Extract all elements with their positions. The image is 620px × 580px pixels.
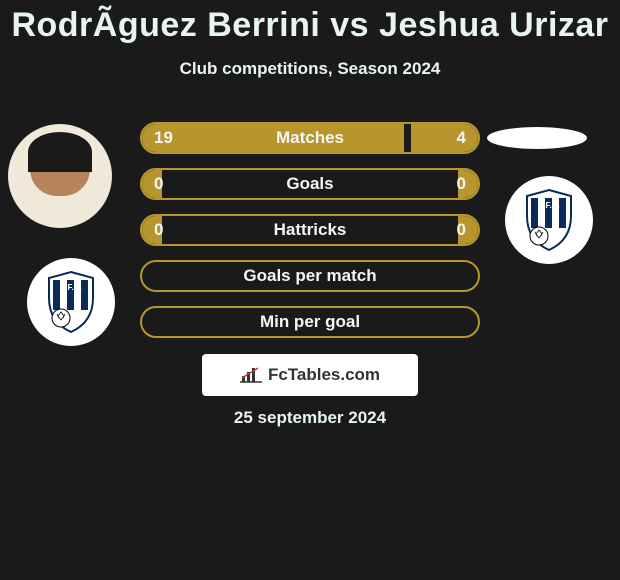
stat-row: Goals per match bbox=[140, 260, 480, 292]
chart-icon bbox=[240, 366, 262, 384]
stat-value-right: 0 bbox=[457, 220, 466, 240]
stat-bar-track: 19 Matches 4 bbox=[140, 122, 480, 154]
stat-row: 19 Matches 4 bbox=[140, 122, 480, 154]
svg-text:L.F.C.: L.F.C. bbox=[60, 283, 81, 292]
comparison-subtitle: Club competitions, Season 2024 bbox=[0, 59, 620, 79]
stat-bar-empty: Goals per match bbox=[140, 260, 480, 292]
stat-value-right: 0 bbox=[457, 174, 466, 194]
stat-fill-right bbox=[411, 124, 478, 152]
stat-value-left: 0 bbox=[154, 174, 163, 194]
stat-label: Goals per match bbox=[243, 266, 376, 286]
stat-label: Matches bbox=[276, 128, 344, 148]
date-label: 25 september 2024 bbox=[234, 408, 386, 428]
stat-value-left: 19 bbox=[154, 128, 173, 148]
player-left-avatar bbox=[8, 124, 112, 228]
stat-value-right: 4 bbox=[457, 128, 466, 148]
player-right-avatar bbox=[487, 127, 587, 149]
svg-text:L.F.C.: L.F.C. bbox=[538, 201, 559, 210]
comparison-title: RodrÃ­guez Berrini vs Jeshua Urizar bbox=[0, 0, 620, 45]
stat-row: 0 Goals 0 bbox=[140, 168, 480, 200]
stat-fill-left bbox=[142, 124, 404, 152]
stats-container: 19 Matches 4 0 Goals 0 0 Hattricks 0 Goa… bbox=[140, 122, 480, 352]
stat-label: Min per goal bbox=[260, 312, 360, 332]
stat-label: Hattricks bbox=[274, 220, 347, 240]
stat-label: Goals bbox=[286, 174, 333, 194]
stat-value-left: 0 bbox=[154, 220, 163, 240]
stat-bar-track: 0 Hattricks 0 bbox=[140, 214, 480, 246]
shield-icon: L.F.C. bbox=[43, 270, 99, 334]
stat-row: Min per goal bbox=[140, 306, 480, 338]
stat-bar-track: 0 Goals 0 bbox=[140, 168, 480, 200]
attribution-badge: FcTables.com bbox=[202, 354, 418, 396]
stat-row: 0 Hattricks 0 bbox=[140, 214, 480, 246]
club-right-badge: L.F.C. bbox=[505, 176, 593, 264]
attribution-text: FcTables.com bbox=[268, 365, 380, 385]
shield-icon: L.F.C. bbox=[521, 188, 577, 252]
stat-bar-empty: Min per goal bbox=[140, 306, 480, 338]
club-left-badge: L.F.C. bbox=[27, 258, 115, 346]
